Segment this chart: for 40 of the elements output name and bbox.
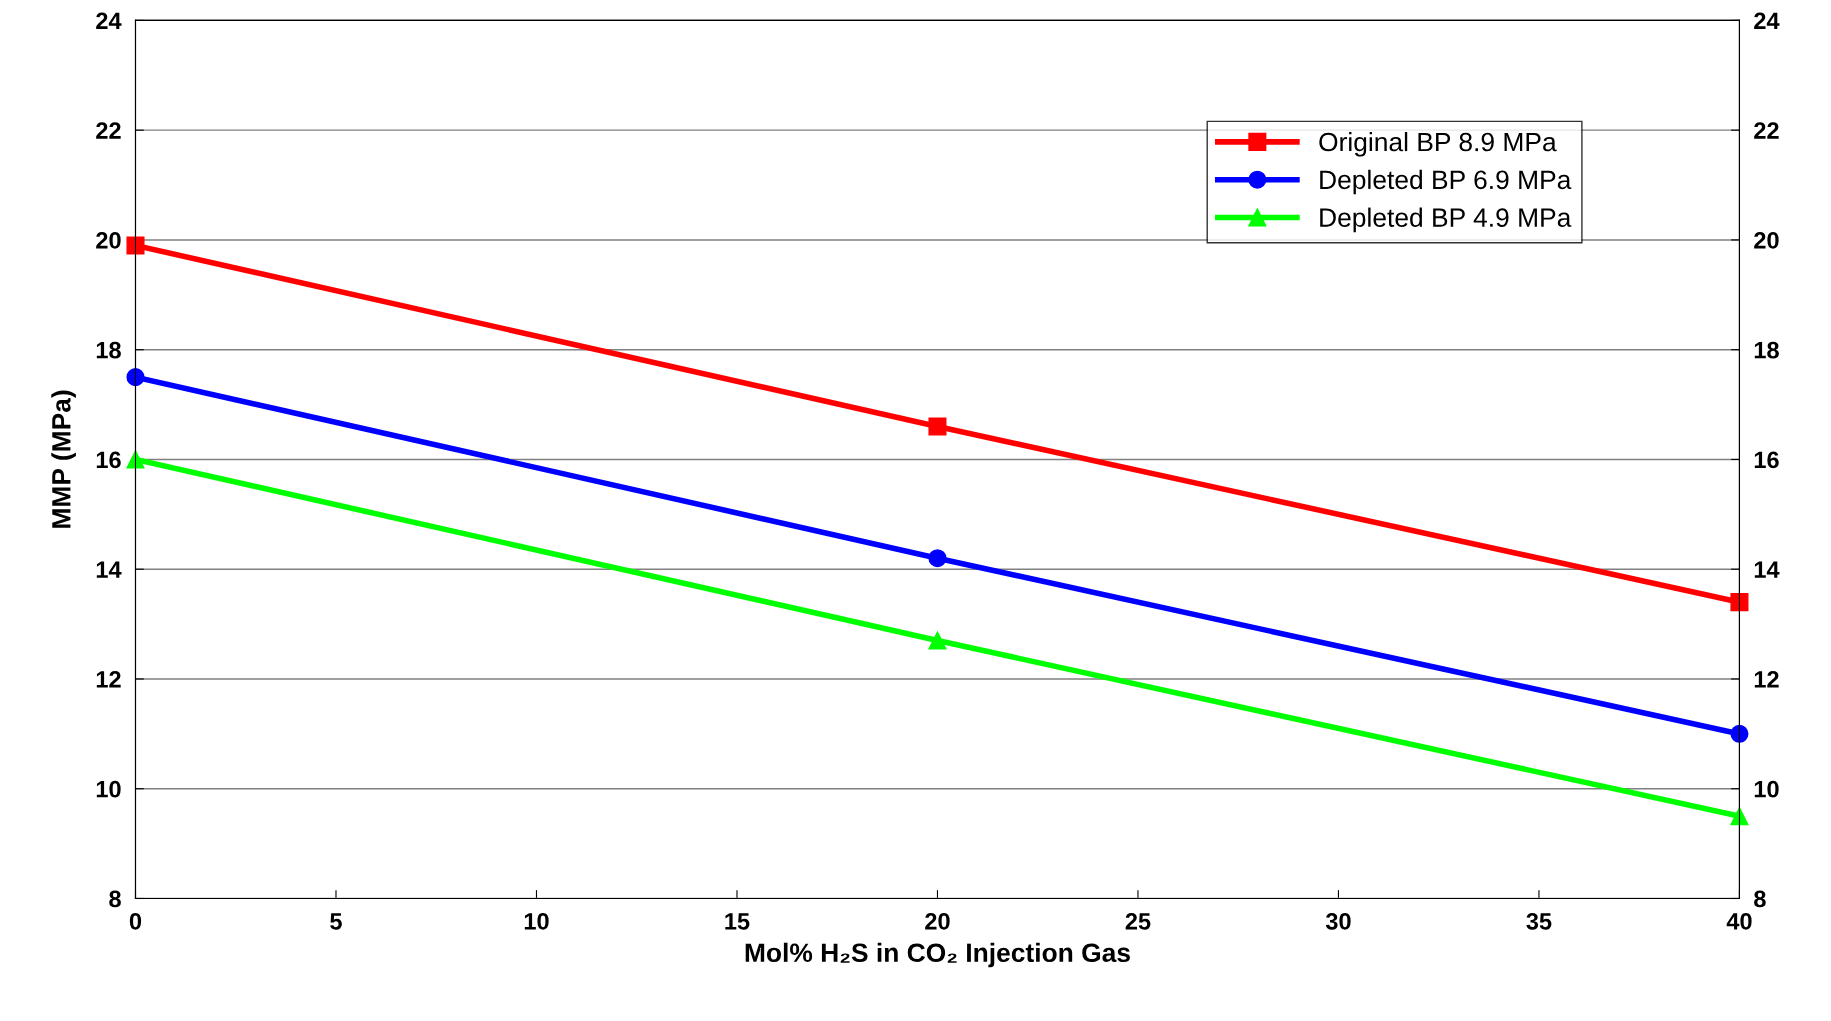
y2-tick-label: 10 — [1754, 780, 1779, 798]
y-tick-label: 16 — [96, 451, 121, 469]
y2-tick-label: 22 — [1754, 122, 1779, 139]
y-tick-label: 20 — [96, 232, 121, 249]
x-tick-label: 40 — [1726, 912, 1752, 930]
y2-tick-label: 8 — [1754, 890, 1766, 908]
y2-tick-label: 16 — [1754, 451, 1779, 469]
point — [928, 549, 947, 568]
y2-tick-label: 24 — [1754, 12, 1780, 29]
legend-label: Depleted BP 6.9 MPa — [1320, 169, 1572, 195]
y-tick-label: 22 — [96, 122, 121, 139]
point — [928, 631, 947, 650]
x-tick-label: 15 — [725, 913, 750, 930]
x-tick-label: 0 — [129, 912, 142, 930]
y-tick-label: 12 — [96, 671, 121, 688]
y-tick-label: 24 — [96, 12, 122, 29]
point — [928, 417, 947, 436]
y2-tick-label: 20 — [1754, 232, 1779, 249]
y-tick-label: 8 — [109, 890, 121, 908]
y-tick-label: 14 — [96, 561, 122, 578]
x-axis-title: Mol% H₂S in CO₂ Injection Gas — [745, 942, 1130, 968]
x-tick-label: 35 — [1526, 912, 1552, 930]
point — [1730, 807, 1749, 826]
legend-label: Original BP 8.9 MPa — [1319, 131, 1557, 157]
point — [126, 368, 145, 387]
y2-tick-label: 18 — [1754, 341, 1779, 359]
point — [126, 236, 145, 255]
point — [1730, 593, 1749, 612]
point — [1730, 724, 1749, 743]
legend-label: Depleted BP 4.9 MPa — [1320, 207, 1572, 233]
x-tick-label: 20 — [925, 912, 950, 930]
x-tick-label: 30 — [1325, 912, 1351, 930]
y-tick-label: 18 — [96, 341, 121, 359]
x-tick-label: 5 — [330, 913, 342, 930]
x-tick-label: 25 — [1125, 912, 1151, 930]
y-axis-title: MMP (MPa) — [51, 390, 76, 528]
y2-tick-label: 14 — [1754, 561, 1780, 578]
x-tick-label: 10 — [524, 912, 549, 930]
y-tick-label: 10 — [96, 780, 121, 798]
y2-tick-label: 12 — [1754, 671, 1779, 688]
